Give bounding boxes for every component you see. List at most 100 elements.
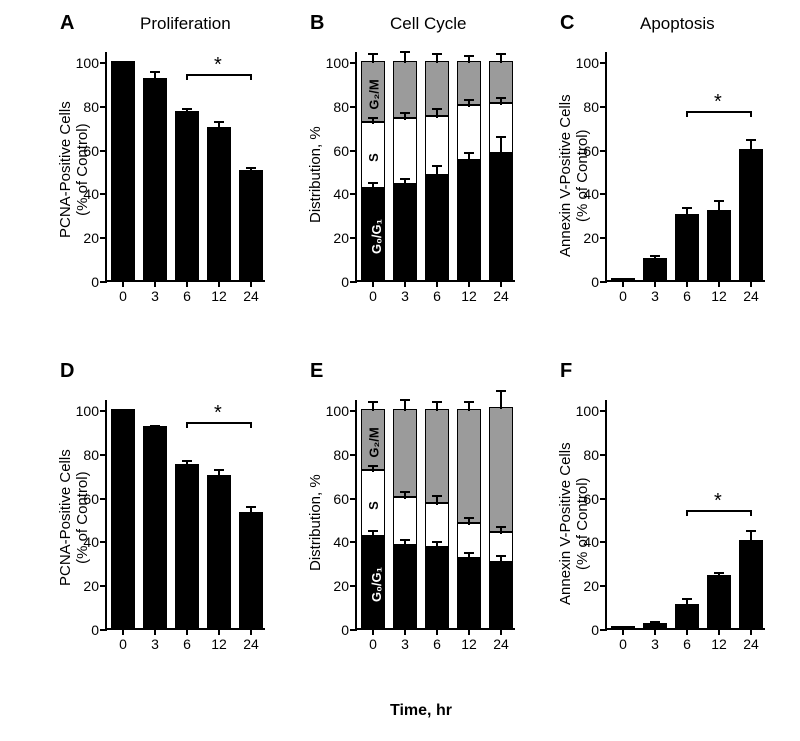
stack-label-g2m: G₂/M	[367, 79, 382, 109]
yaxis-title-main: PCNA-Positive Cells	[57, 450, 74, 587]
error-bar	[436, 54, 438, 63]
xtick-label: 0	[369, 628, 377, 652]
error-cap	[650, 255, 660, 257]
error-bar	[500, 391, 502, 409]
error-cap	[464, 99, 474, 101]
error-cap	[714, 200, 724, 202]
xtick-label: 24	[493, 280, 509, 304]
xtick-label: 6	[183, 628, 191, 652]
bar-segment-G0G1	[489, 153, 512, 280]
error-cap	[368, 465, 378, 467]
xtick-label: 3	[651, 280, 659, 304]
error-cap	[496, 390, 506, 392]
error-cap	[682, 598, 692, 600]
yaxis-title-main: Annexin V-Positive Cells	[557, 94, 574, 257]
xtick-label: 3	[401, 280, 409, 304]
plot-D: 0204060801000361224*	[105, 400, 265, 630]
ytick-label: 40	[333, 186, 357, 202]
yaxis-title-C: Annexin V-Positive Cells(% of Control)	[557, 94, 591, 257]
error-cap	[214, 469, 224, 471]
bar-segment-G0G1	[489, 562, 512, 628]
bar	[643, 258, 666, 280]
yaxis-title-main: Distribution, %	[307, 475, 324, 572]
error-bar	[468, 153, 470, 162]
error-bar	[436, 496, 438, 505]
plot-A: 0204060801000361224*	[105, 52, 265, 282]
bar	[675, 604, 698, 628]
xaxis-label: Time, hr	[390, 702, 452, 720]
xtick-label: 12	[711, 628, 727, 652]
ytick-label: 80	[333, 99, 357, 115]
panel-letter-C: C	[560, 12, 574, 35]
error-cap	[464, 55, 474, 57]
bar	[143, 78, 166, 280]
xtick-label: 6	[683, 628, 691, 652]
error-bar	[372, 402, 374, 411]
bar	[739, 540, 762, 628]
ytick-label: 0	[341, 274, 357, 290]
error-bar	[500, 54, 502, 63]
xtick-label: 3	[401, 628, 409, 652]
error-cap	[246, 167, 256, 169]
error-cap	[368, 530, 378, 532]
bar-segment-G0G1	[425, 175, 448, 280]
ytick-label: 100	[576, 403, 607, 419]
xtick-label: 24	[243, 628, 259, 652]
significance-tick	[686, 111, 688, 117]
error-bar	[404, 400, 406, 411]
significance-tick	[686, 510, 688, 516]
error-cap	[432, 495, 442, 497]
xtick-label: 3	[651, 628, 659, 652]
error-cap	[464, 152, 474, 154]
error-cap	[368, 117, 378, 119]
error-cap	[496, 136, 506, 138]
error-cap	[746, 139, 756, 141]
ytick-label: 0	[91, 622, 107, 638]
yaxis-title-E: Distribution, %	[307, 475, 324, 572]
significance-star: *	[714, 91, 722, 114]
bar-segment-S	[393, 497, 416, 545]
error-bar	[686, 208, 688, 217]
error-cap	[432, 53, 442, 55]
xtick-label: 12	[211, 280, 227, 304]
bar-segment-G0G1	[393, 184, 416, 280]
bar	[611, 278, 634, 280]
xtick-label: 12	[461, 280, 477, 304]
significance-star: *	[214, 54, 222, 77]
error-bar	[750, 140, 752, 151]
bar-segment-G2M	[489, 407, 512, 532]
xtick-label: 6	[433, 280, 441, 304]
error-cap	[432, 108, 442, 110]
error-bar	[750, 531, 752, 542]
bar-segment-G0G1	[457, 558, 480, 628]
significance-tick	[750, 510, 752, 516]
yaxis-title-D: PCNA-Positive Cells(% of Control)	[57, 450, 91, 587]
error-cap	[368, 53, 378, 55]
ytick-label: 60	[333, 143, 357, 159]
ytick-label: 0	[591, 274, 607, 290]
error-bar	[500, 556, 502, 565]
error-bar	[436, 402, 438, 411]
panel-letter-F: F	[560, 360, 572, 383]
panel-title-C: Apoptosis	[640, 14, 715, 34]
bar-segment-S	[393, 118, 416, 184]
plot-E: 0204060801000361224G₀/G₁SG₂/M	[355, 400, 515, 630]
xtick-label: 0	[369, 280, 377, 304]
yaxis-title-main: PCNA-Positive Cells	[57, 102, 74, 239]
ytick-label: 20	[333, 578, 357, 594]
bar-segment-G0G1	[425, 547, 448, 628]
error-cap	[150, 425, 160, 427]
xtick-label: 24	[243, 280, 259, 304]
ytick-label: 0	[91, 274, 107, 290]
bar	[739, 149, 762, 280]
significance-star: *	[214, 402, 222, 425]
error-cap	[150, 71, 160, 73]
bar	[111, 409, 134, 628]
bar	[707, 210, 730, 280]
error-cap	[368, 182, 378, 184]
stack-label-g2m: G₂/M	[367, 427, 382, 457]
ytick-label: 40	[333, 534, 357, 550]
significance-tick	[186, 422, 188, 428]
significance-tick	[250, 74, 252, 80]
error-cap	[400, 51, 410, 53]
